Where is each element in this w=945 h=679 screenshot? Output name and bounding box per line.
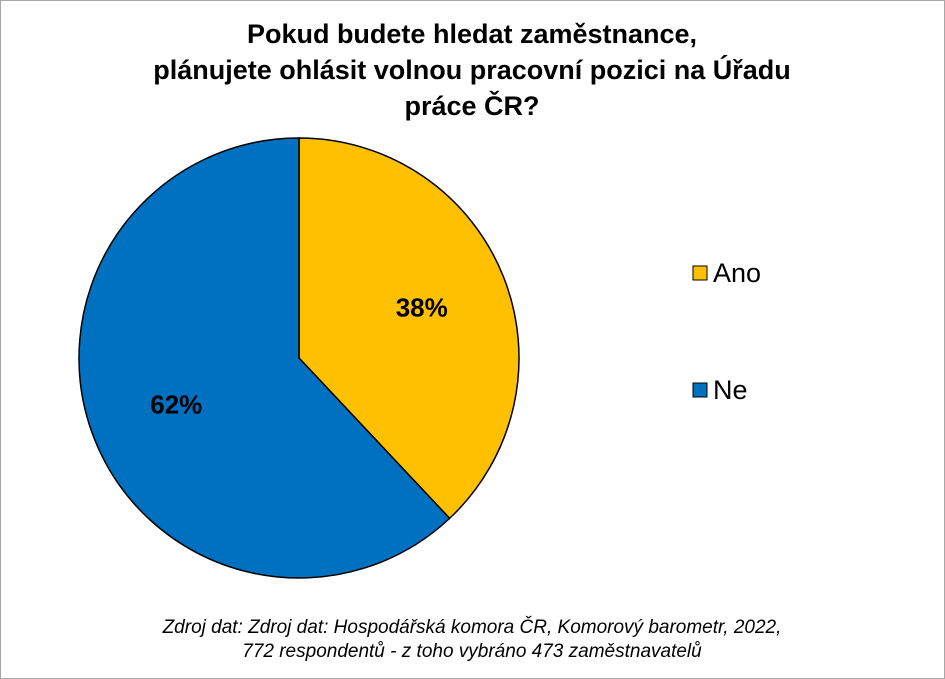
- chart-title: práce ČR?: [404, 90, 539, 121]
- data-label: 62%: [150, 389, 202, 419]
- legend-swatch: [692, 265, 708, 281]
- legend-swatch: [692, 382, 708, 398]
- legend-label: Ne: [713, 375, 748, 405]
- source-note: Zdroj dat: Zdroj dat: Hospodářská komora…: [162, 616, 782, 638]
- source-note: 772 respondentů - z toho vybráno 473 zam…: [242, 641, 702, 662]
- chart-title: plánujete ohlásit volnou pracovní pozici…: [153, 54, 791, 85]
- chart-title: Pokud budete hledat zaměstnance,: [247, 19, 697, 49]
- data-label: 38%: [396, 292, 448, 322]
- legend-label: Ano: [713, 258, 761, 288]
- pie-slice: [298, 137, 520, 520]
- pie-slice: [78, 137, 451, 579]
